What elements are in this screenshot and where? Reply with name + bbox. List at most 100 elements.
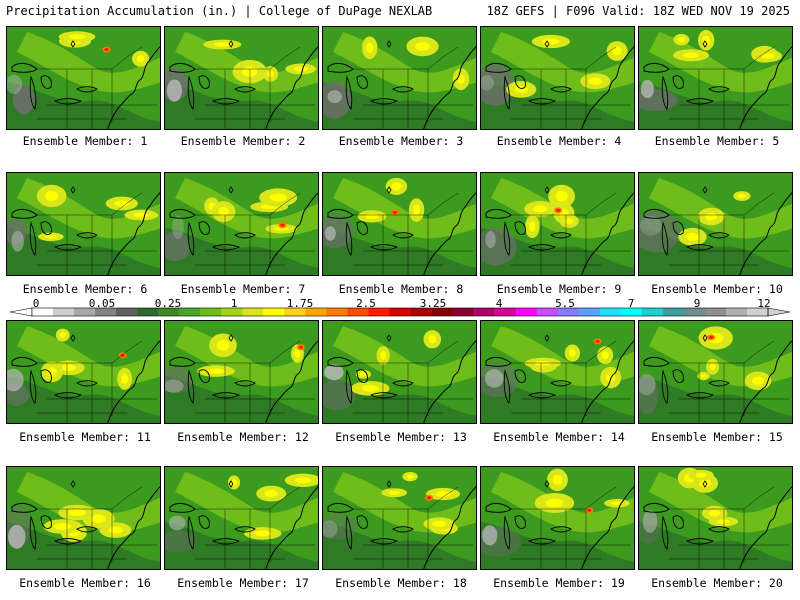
scale-swatch xyxy=(641,308,664,316)
state-borders xyxy=(353,340,473,423)
state-borders xyxy=(669,486,789,569)
scale-swatch xyxy=(662,308,685,316)
precip-map xyxy=(481,173,634,275)
coastline xyxy=(265,46,318,129)
scale-swatch xyxy=(746,308,769,316)
scale-swatch xyxy=(263,308,285,316)
precip-map xyxy=(639,467,792,569)
state-borders xyxy=(353,486,473,569)
great-lakes-outline xyxy=(327,356,414,404)
panel-label: Ensemble Member: 17 xyxy=(177,576,309,590)
location-marker xyxy=(386,334,392,342)
scale-swatch xyxy=(452,308,474,316)
state-borders xyxy=(511,46,631,129)
coastline xyxy=(581,46,634,129)
scale-swatch xyxy=(158,308,180,316)
state-borders xyxy=(669,340,789,423)
coastline xyxy=(107,46,160,129)
precip-map xyxy=(481,27,634,129)
coastline xyxy=(265,192,318,275)
ensemble-map-panel xyxy=(638,26,793,130)
great-lakes-outline xyxy=(485,62,572,110)
scale-tick-label: 9 xyxy=(693,297,701,310)
state-borders xyxy=(195,340,315,423)
location-marker xyxy=(702,334,708,342)
precip-map xyxy=(481,321,634,423)
scale-swatch xyxy=(95,308,117,316)
scale-tick-label: 5.5 xyxy=(555,297,575,310)
location-marker xyxy=(544,480,550,488)
precip-map xyxy=(165,467,318,569)
precip-map xyxy=(639,27,792,129)
ensemble-map-panel xyxy=(322,26,477,130)
panel-label: Ensemble Member: 9 xyxy=(496,282,622,296)
state-borders xyxy=(195,192,315,275)
scale-swatch xyxy=(326,308,348,316)
panel-label: Ensemble Member: 14 xyxy=(493,430,625,444)
scale-swatch xyxy=(284,308,306,316)
ensemble-map-panel xyxy=(164,26,319,130)
low-precip-area xyxy=(481,64,515,106)
scale-tick-label: 0 xyxy=(32,297,40,310)
panel-label: Ensemble Member: 1 xyxy=(22,134,148,148)
scale-swatch xyxy=(536,308,559,316)
scale-max-arrow xyxy=(767,307,790,317)
ensemble-map-panel xyxy=(6,466,161,570)
coastline xyxy=(423,486,476,569)
ensemble-map-panel xyxy=(480,172,635,276)
panel-label: Ensemble Member: 15 xyxy=(651,430,783,444)
coastline xyxy=(581,340,634,423)
precip-map xyxy=(323,173,476,275)
scale-swatch xyxy=(53,308,75,316)
scale-swatch xyxy=(557,308,580,316)
panel-label: Ensemble Member: 10 xyxy=(651,282,783,296)
scale-swatch xyxy=(116,308,138,316)
great-lakes-outline xyxy=(327,502,414,550)
great-lakes-outline xyxy=(643,502,730,550)
ensemble-map-panel xyxy=(322,320,477,424)
panel-label: Ensemble Member: 6 xyxy=(22,282,148,296)
scale-tick-label: 12 xyxy=(757,297,771,310)
coastline xyxy=(265,340,318,423)
location-marker xyxy=(702,480,708,488)
scale-swatch xyxy=(389,308,411,316)
coastline xyxy=(107,486,160,569)
great-lakes-outline xyxy=(11,356,98,404)
great-lakes-outline xyxy=(327,62,414,110)
location-marker xyxy=(544,40,550,48)
ensemble-map-panel xyxy=(480,320,635,424)
scale-swatch xyxy=(578,308,601,316)
low-precip-area xyxy=(12,84,35,115)
great-lakes-outline xyxy=(169,62,256,110)
scale-min-arrow xyxy=(10,307,33,317)
precip-map xyxy=(7,467,160,569)
great-lakes-outline xyxy=(643,356,730,404)
location-marker xyxy=(228,186,234,194)
great-lakes-outline xyxy=(643,208,730,256)
location-marker xyxy=(544,334,550,342)
precip-map xyxy=(165,321,318,423)
panel-label: Ensemble Member: 20 xyxy=(651,576,783,590)
coastline xyxy=(423,192,476,275)
precip-map xyxy=(639,321,792,423)
coastline xyxy=(739,340,792,423)
scale-tick-label: 2.5 xyxy=(356,297,376,310)
great-lakes-outline xyxy=(11,208,98,256)
scale-swatch xyxy=(305,308,327,316)
scale-swatch xyxy=(431,308,453,316)
scale-swatch xyxy=(473,308,495,316)
coastline xyxy=(423,340,476,423)
ensemble-map-panel xyxy=(6,320,161,424)
great-lakes-outline xyxy=(169,208,256,256)
ensemble-map-panel xyxy=(164,466,319,570)
location-marker xyxy=(228,480,234,488)
scale-tick-label: 1.75 xyxy=(286,297,314,310)
low-precip-area xyxy=(165,530,195,553)
location-marker xyxy=(70,480,76,488)
scale-swatch xyxy=(137,308,159,316)
scale-swatch xyxy=(515,308,537,316)
ensemble-map-panel xyxy=(164,172,319,276)
chart-title: Precipitation Accumulation (in.) | Colle… xyxy=(6,4,433,18)
coastline xyxy=(581,192,634,275)
ensemble-map-panel xyxy=(638,466,793,570)
